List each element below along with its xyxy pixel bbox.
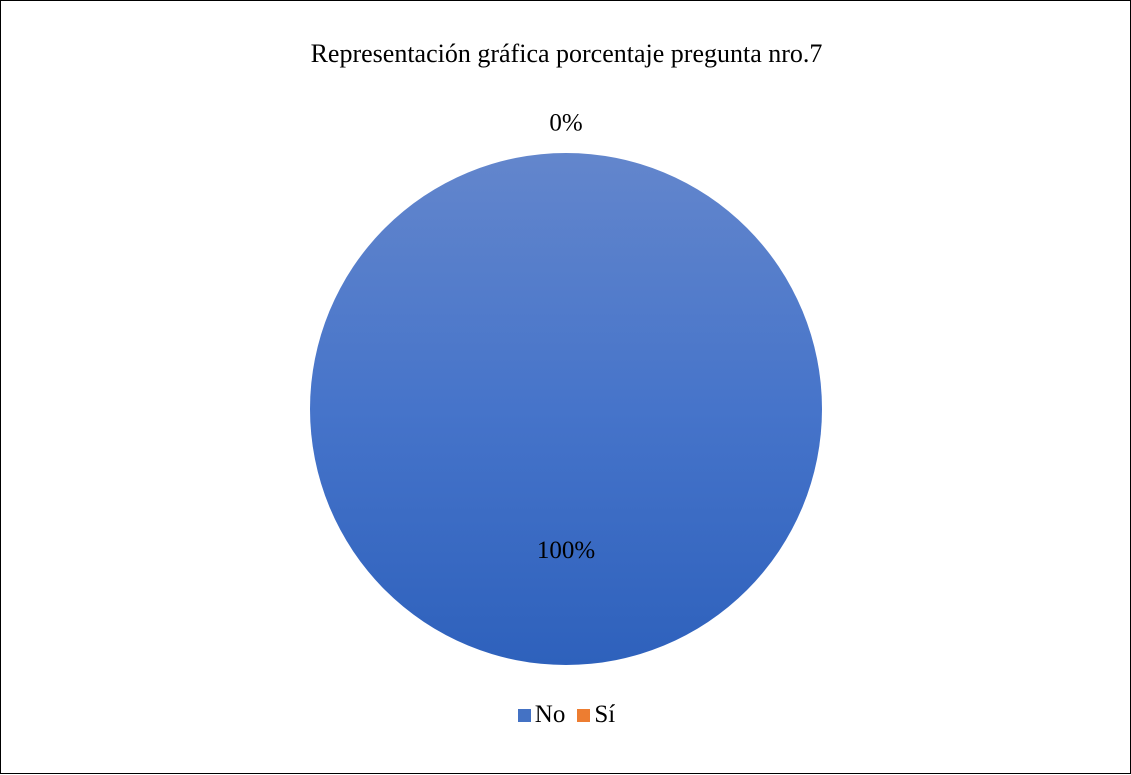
legend-swatch-no	[517, 708, 531, 722]
legend-swatch-si	[577, 708, 591, 722]
legend: No Sí	[1, 701, 1131, 729]
legend-label-si: Sí	[594, 701, 616, 728]
legend-label-no: No	[534, 701, 566, 728]
data-label-no: 100%	[537, 537, 595, 564]
data-label-si: 0%	[549, 110, 582, 137]
legend-item-no: No	[517, 701, 566, 729]
pie-slice-no	[310, 153, 822, 665]
legend-item-si: Sí	[577, 701, 615, 729]
chart-title: Representación gráfica porcentaje pregun…	[310, 39, 823, 68]
